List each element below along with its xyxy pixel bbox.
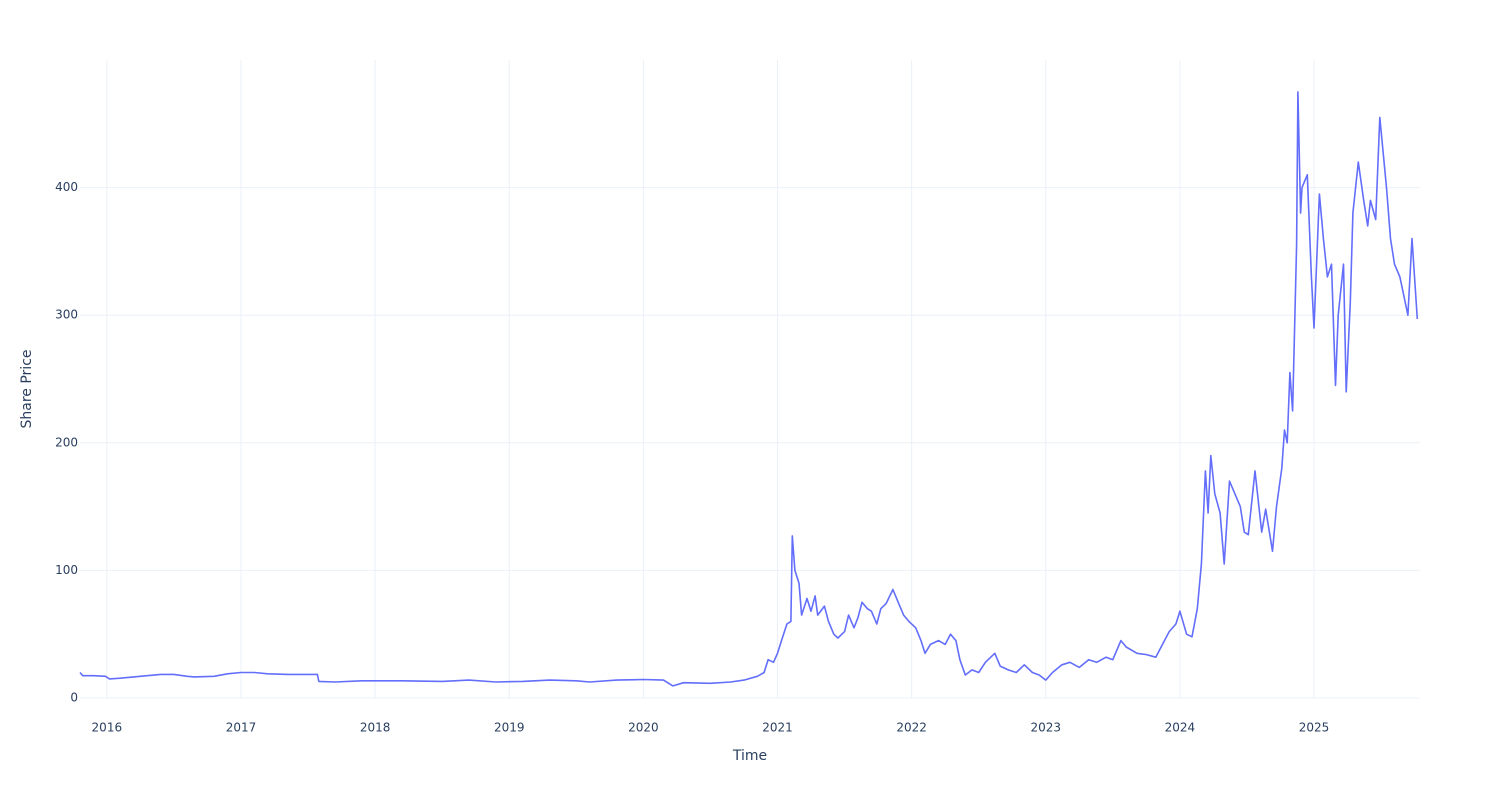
x-tick-label: 2019 xyxy=(494,721,525,735)
x-tick-label: 2016 xyxy=(92,721,123,735)
x-tick-label: 2023 xyxy=(1030,721,1061,735)
x-tick-label: 2017 xyxy=(226,721,257,735)
x-tick-label: 2021 xyxy=(762,721,793,735)
x-tick-label: 2025 xyxy=(1299,721,1330,735)
y-tick-label: 300 xyxy=(55,308,78,322)
x-tick-label: 2024 xyxy=(1165,721,1196,735)
x-axis-title: Time xyxy=(732,748,767,764)
x-tick-label: 2020 xyxy=(628,721,659,735)
y-tick-label: 200 xyxy=(55,435,78,449)
y-tick-label: 0 xyxy=(70,691,78,705)
x-tick-label: 2022 xyxy=(896,721,927,735)
y-axis-title: Share Price xyxy=(19,349,35,428)
price-line xyxy=(79,91,1419,687)
y-tick-label: 400 xyxy=(55,180,78,194)
y-tick-label: 100 xyxy=(55,563,78,577)
x-tick-label: 2018 xyxy=(360,721,391,735)
